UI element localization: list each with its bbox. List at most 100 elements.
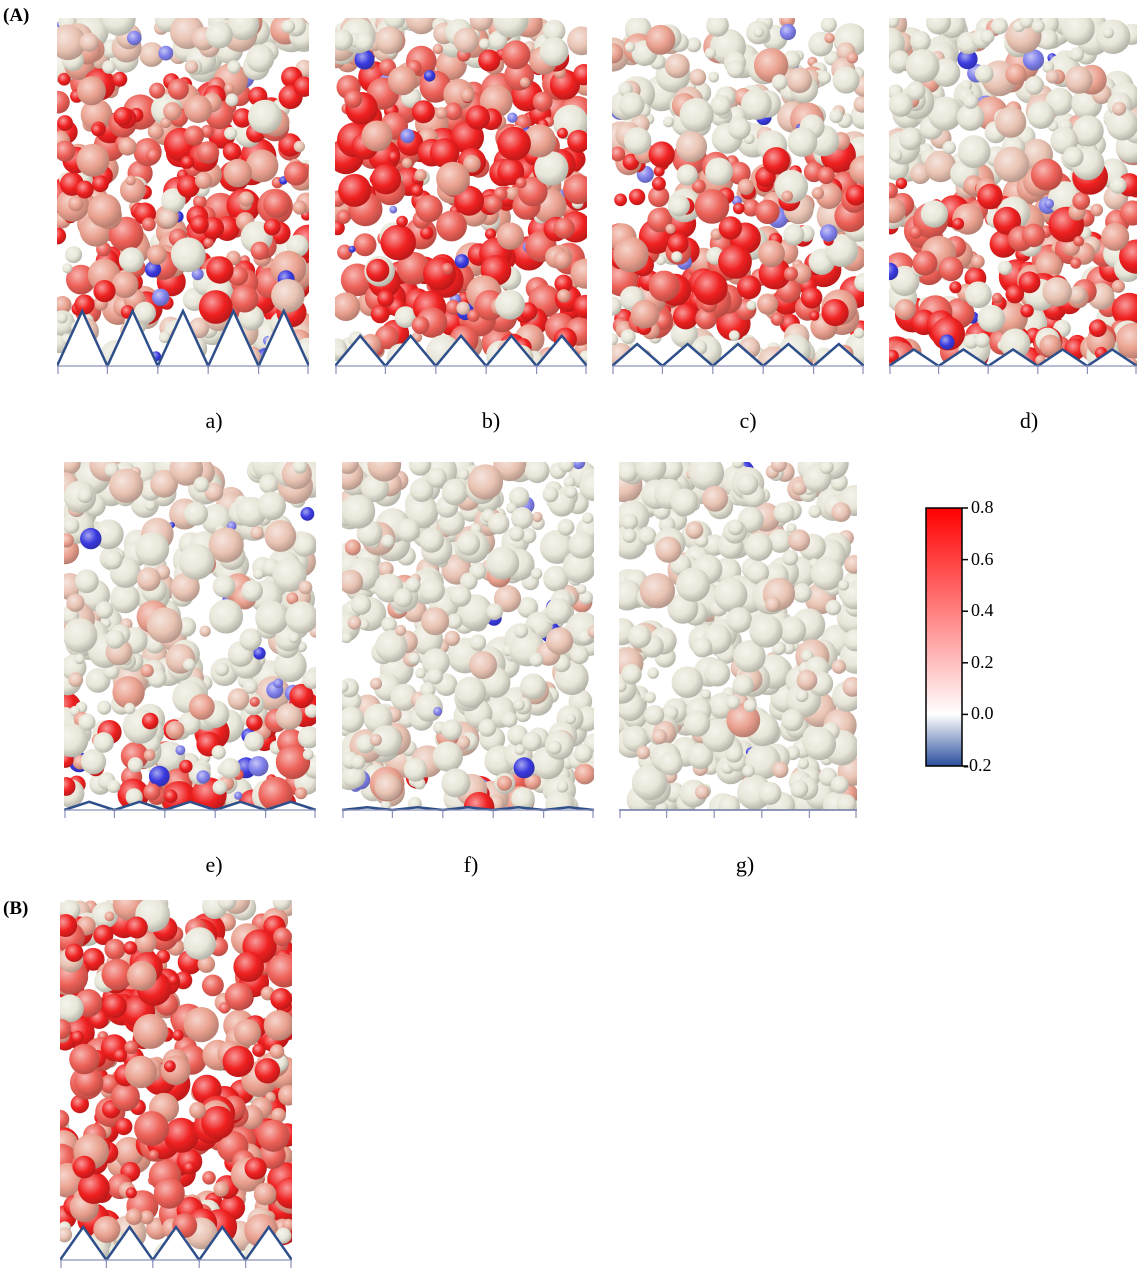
particle — [143, 783, 161, 801]
particle — [728, 330, 740, 341]
particle — [149, 82, 166, 99]
particle — [820, 224, 838, 242]
particle — [123, 941, 138, 955]
particle — [153, 1177, 185, 1209]
particle — [387, 66, 418, 96]
particle — [846, 52, 859, 64]
particle — [337, 244, 353, 260]
particle — [889, 198, 906, 224]
section-a-label: (A) — [3, 5, 30, 26]
wall-interior — [60, 1227, 292, 1268]
particle — [1018, 271, 1041, 294]
particle — [1042, 277, 1072, 307]
particle — [66, 593, 85, 612]
particle — [361, 120, 393, 152]
particle — [125, 1187, 137, 1199]
particle — [695, 784, 710, 800]
particle — [704, 47, 716, 59]
particle — [741, 89, 772, 120]
particle — [670, 488, 699, 517]
particle — [683, 710, 711, 737]
particle — [469, 651, 498, 680]
particle — [375, 26, 403, 55]
sawtooth-boundary — [889, 347, 1137, 368]
particle — [74, 1067, 103, 1096]
particle — [511, 787, 535, 811]
particle — [193, 476, 210, 493]
particle — [435, 107, 448, 120]
particle — [718, 244, 752, 279]
particle — [141, 217, 156, 232]
particle — [1063, 146, 1084, 168]
particle — [800, 287, 823, 309]
particle — [563, 476, 576, 488]
particle — [183, 658, 196, 671]
particle — [542, 486, 559, 503]
particle — [479, 38, 490, 50]
particle — [746, 561, 769, 584]
particle — [478, 49, 501, 72]
particle — [400, 128, 415, 144]
particle — [419, 577, 445, 603]
particle-packing-c — [612, 18, 864, 374]
particle — [167, 78, 189, 100]
particle — [107, 779, 121, 793]
particle — [163, 1117, 199, 1153]
particle — [423, 70, 436, 82]
particle — [342, 631, 353, 644]
particle — [125, 916, 148, 939]
particle — [429, 138, 460, 168]
particle — [587, 625, 594, 638]
particle — [64, 723, 89, 758]
particle — [993, 146, 1030, 183]
particle — [170, 237, 206, 273]
particle — [241, 580, 263, 602]
particle — [269, 1044, 285, 1059]
particle — [831, 659, 846, 674]
particle — [624, 127, 652, 155]
particle — [622, 528, 637, 543]
particle — [453, 27, 479, 54]
particle — [628, 188, 646, 206]
particle — [405, 18, 437, 35]
particle — [1039, 334, 1062, 357]
particle — [64, 777, 76, 796]
particle — [493, 585, 522, 613]
particle — [733, 640, 766, 673]
particle — [244, 731, 264, 752]
particle — [620, 329, 636, 345]
particle — [1090, 203, 1104, 217]
particle — [771, 74, 788, 90]
particle — [520, 527, 537, 544]
particle — [259, 474, 279, 494]
particle — [60, 914, 78, 937]
particle — [354, 49, 375, 70]
particle — [441, 262, 454, 275]
particle — [203, 237, 214, 248]
particle-packing-b — [335, 18, 587, 374]
colorbar-tick-label: 0.8 — [971, 497, 994, 517]
particle — [619, 462, 639, 483]
wall-interior — [889, 349, 1137, 374]
particle — [668, 194, 690, 217]
particle — [753, 48, 789, 83]
particle — [180, 155, 195, 169]
particle — [710, 94, 732, 116]
particle — [57, 24, 86, 61]
particle — [370, 164, 402, 195]
particle — [619, 92, 645, 118]
particle — [250, 241, 269, 260]
colorbar: 0.8 0.6 0.4 0.2 0.0 -0.2 — [925, 497, 1045, 784]
particle — [205, 21, 233, 49]
particle — [57, 72, 71, 86]
particle — [791, 479, 807, 496]
particle — [102, 993, 127, 1019]
particle — [342, 569, 364, 595]
particle — [390, 683, 418, 711]
particle — [647, 667, 659, 679]
particle — [426, 467, 447, 488]
particle — [817, 71, 832, 85]
particle — [573, 64, 587, 86]
particle — [543, 19, 566, 43]
particle — [101, 18, 136, 36]
